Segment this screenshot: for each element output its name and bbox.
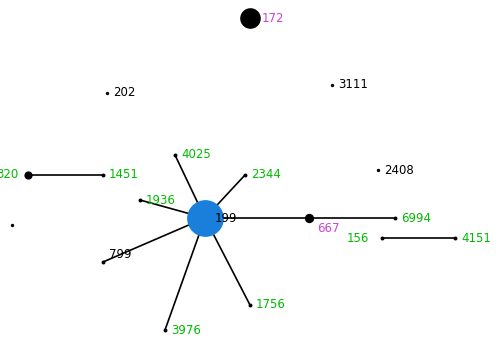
- Point: [374, 167, 382, 173]
- Point: [161, 327, 169, 333]
- Text: 156: 156: [347, 231, 370, 244]
- Point: [451, 235, 459, 241]
- Point: [246, 15, 254, 21]
- Point: [241, 172, 249, 178]
- Text: 2344: 2344: [251, 168, 281, 181]
- Point: [24, 172, 32, 178]
- Text: 799: 799: [109, 248, 132, 261]
- Point: [378, 235, 386, 241]
- Text: 4151: 4151: [461, 231, 491, 244]
- Text: 3111: 3111: [338, 78, 368, 91]
- Point: [201, 215, 209, 221]
- Point: [136, 197, 144, 203]
- Point: [103, 90, 111, 96]
- Point: [328, 82, 336, 88]
- Point: [305, 215, 313, 221]
- Text: 667: 667: [317, 221, 340, 234]
- Text: 199: 199: [215, 211, 238, 225]
- Text: 172: 172: [262, 12, 284, 24]
- Point: [99, 172, 107, 178]
- Text: 4025: 4025: [181, 148, 211, 162]
- Point: [8, 222, 16, 228]
- Text: 202: 202: [113, 86, 136, 99]
- Text: 320: 320: [0, 168, 18, 181]
- Text: 6994: 6994: [401, 211, 431, 225]
- Point: [246, 302, 254, 308]
- Text: 1756: 1756: [256, 298, 286, 311]
- Text: 3976: 3976: [171, 324, 201, 337]
- Text: 1451: 1451: [109, 168, 139, 181]
- Point: [171, 152, 179, 158]
- Point: [391, 215, 399, 221]
- Point: [99, 259, 107, 265]
- Text: 1936: 1936: [146, 194, 176, 207]
- Text: 2408: 2408: [384, 163, 414, 176]
